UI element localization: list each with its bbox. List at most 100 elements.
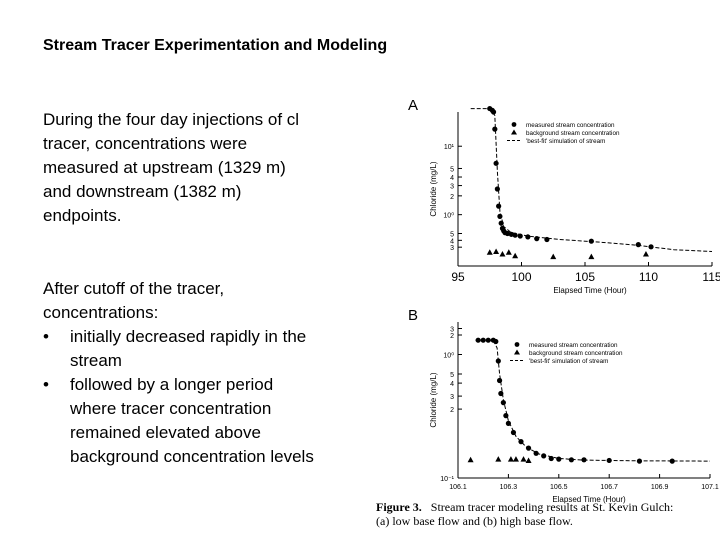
bullet-dot: • [43,375,49,394]
y-tick-label: 2 [450,407,454,414]
legend-entry: measured stream concentration [529,342,618,349]
y-tick-label: 5 [450,166,454,173]
intro-line: measured at upstream (1329 m) [43,158,286,177]
y-tick-label: 10⁻¹ [440,476,454,483]
y-tick-label: 3 [450,327,454,334]
intro-line: During the four day injections of cl [43,110,300,129]
y-tick-label: 3 [450,394,454,401]
background-point [505,249,512,255]
measured-point [492,126,498,132]
x-axis-label: Elapsed Time (Hour) [553,286,627,295]
y-tick-label: 2 [450,333,454,340]
y-tick-label: 3 [450,245,454,252]
y-axis-label: Chloride (mg/L) [429,161,438,216]
caption-line-2: (a) low base flow and (b) high base flow… [376,514,573,528]
measured-point [500,400,506,406]
background-point [467,456,474,463]
intro-line: and downstream (1382 m) [43,182,242,201]
bullet-dot: • [43,327,49,346]
measured-point [496,377,503,384]
x-tick-label: 105 [575,270,595,284]
bullet-item: • followed by a longer period where trac… [43,373,363,469]
background-point [499,251,506,257]
measured-point [635,242,641,248]
bullet-line: initially decreased rapidly in the [70,327,307,346]
background-point [493,248,500,254]
simulation-line [470,108,713,252]
panel-label: B [408,307,418,324]
y-tick-label: 4 [450,175,454,182]
measured-point [494,186,500,192]
bullet-line: where tracer concentration [70,399,272,418]
caption-line-1: Stream tracer modeling results at St. Ke… [430,500,674,514]
background-point [588,253,595,260]
bullet-item: • initially decreased rapidly in the str… [43,325,363,373]
x-tick-label: 115 [702,270,720,284]
x-tick-label: 95 [451,270,465,284]
legend-marker [514,349,520,355]
measured-point [669,458,675,464]
background-point [495,456,502,462]
cutoff-paragraph: After cutoff of the tracer, concentratio… [43,277,363,469]
background-point [486,249,493,255]
simulation-line [475,339,711,462]
bullet-line: remained elevated above [70,423,261,442]
background-point [525,457,532,463]
x-tick-label: 106.5 [550,484,568,491]
x-tick-label: 106.7 [600,484,618,491]
legend-entry: 'best-fit' simulation of stream [529,358,608,365]
bullet-line: followed by a longer period [70,375,274,394]
measured-point [548,455,554,462]
background-point [520,456,527,462]
legend-entry: 'best-fit' simulation of stream [526,138,605,145]
y-tick-label: 4 [450,238,454,245]
slide-title: Stream Tracer Experimentation and Modeli… [43,37,388,54]
y-tick-label: 2 [450,194,454,201]
x-tick-label: 107.1 [701,484,719,491]
background-point [512,252,519,259]
y-tick-label: 10⁰ [443,212,454,220]
measured-point [512,232,518,238]
intro-line: endpoints. [43,206,122,225]
measured-point [493,160,499,166]
x-tick-label: 110 [639,270,658,284]
cutoff-line: concentrations: [43,303,159,322]
intro-paragraph: During the four day injections of cl tra… [43,108,361,228]
panel-label: A [408,97,418,114]
y-tick-label: 10¹ [444,144,455,151]
cutoff-line: After cutoff of the tracer, [43,279,225,298]
y-axis-label: Chloride (mg/L) [429,372,438,427]
x-tick-label: 106.9 [651,484,669,491]
bullet-line: stream [70,351,122,370]
legend-entry: background stream concentration [526,130,620,137]
legend-marker [511,129,517,135]
legend-entry: background stream concentration [529,350,623,357]
background-point [512,456,519,462]
background-point [507,456,514,462]
x-axis-label: Elapsed Time (Hour) [552,495,626,504]
x-tick-label: 100 [511,270,531,284]
legend-marker [514,342,520,347]
y-tick-label: 10⁰ [443,352,454,360]
measured-point [568,457,574,463]
figure-caption: Figure 3. Stream tracer modeling results… [376,500,673,528]
measured-point [533,450,539,456]
background-point [550,253,557,260]
measured-point [505,420,511,426]
y-tick-label: 5 [450,372,454,379]
measured-point [497,213,503,219]
caption-label: Figure 3. [376,500,422,514]
intro-line: tracer, concentrations were [43,134,248,153]
y-tick-label: 4 [450,381,454,388]
measured-point [490,109,497,115]
x-tick-label: 106.3 [500,484,518,491]
y-tick-label: 5 [450,231,454,238]
measured-point [556,456,562,462]
bullet-line: background concentration levels [70,447,314,466]
y-tick-label: 3 [450,184,454,191]
legend-entry: measured stream concentration [526,122,615,129]
measured-point [496,203,502,209]
